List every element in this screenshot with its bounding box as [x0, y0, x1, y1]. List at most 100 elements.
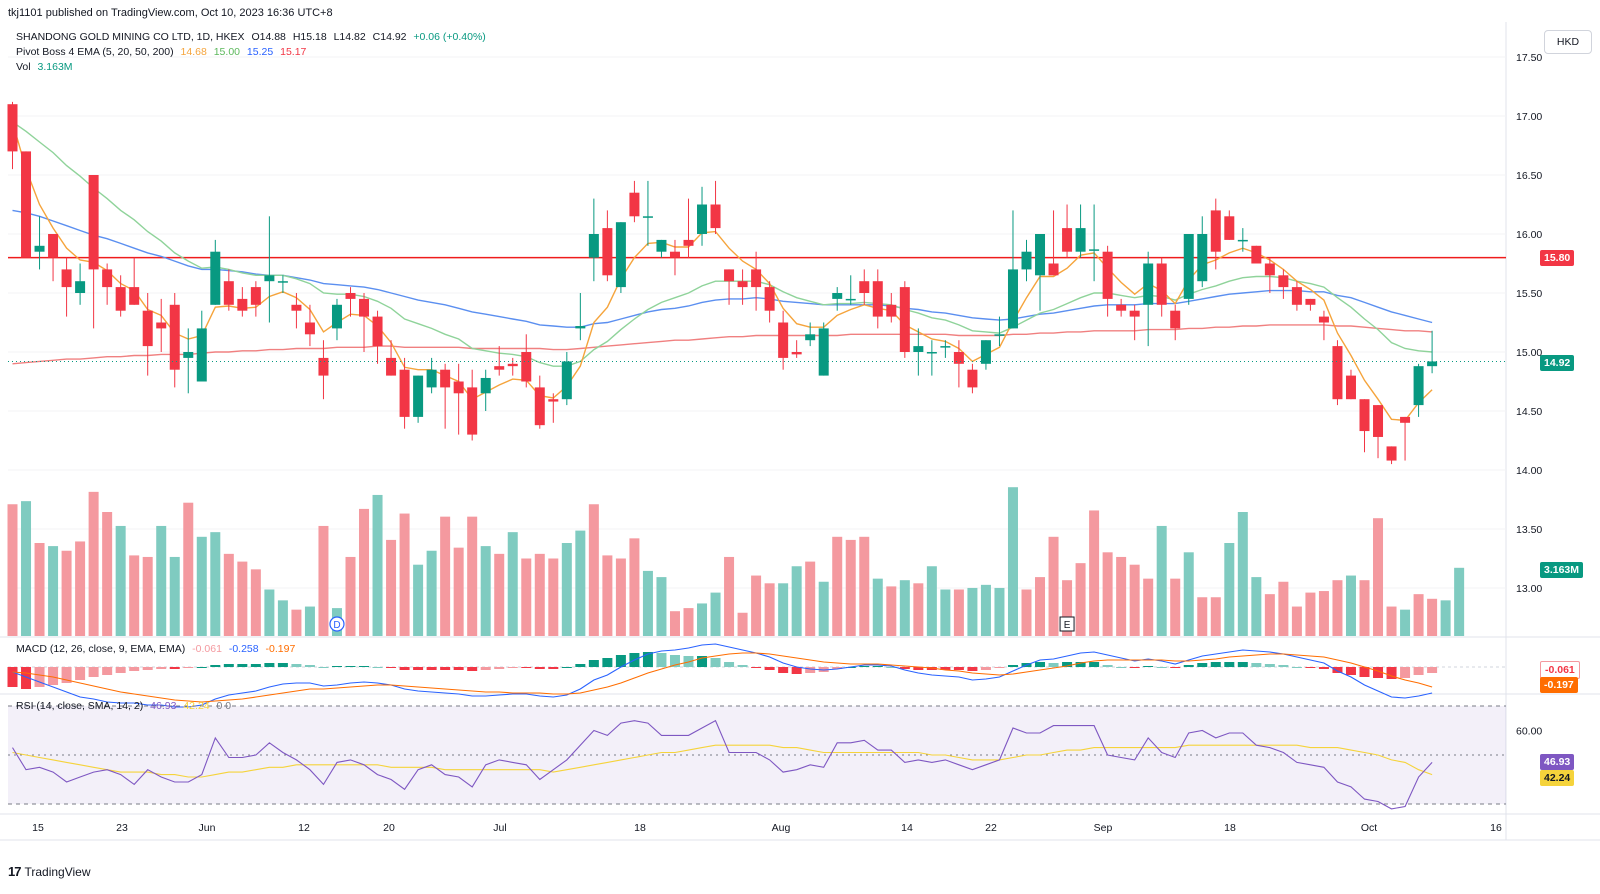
- volume-bar: [602, 555, 613, 636]
- vol-legend[interactable]: Vol 3.163M: [16, 61, 77, 74]
- resistance-price-text: 15.80: [1544, 252, 1571, 264]
- macd-histogram-bar: [548, 667, 559, 669]
- macd-hist-tag-text: -0.061: [1545, 664, 1575, 676]
- macd-histogram-bar: [859, 666, 870, 667]
- candle-body: [548, 399, 559, 402]
- time-tick-label: Sep: [1094, 822, 1113, 834]
- macd-legend[interactable]: MACD (12, 26, close, 9, EMA, EMA) -0.061…: [16, 643, 299, 656]
- candle-body: [264, 275, 275, 282]
- price-tick-label: 14.00: [1516, 465, 1542, 477]
- macd-histogram-bar: [1291, 667, 1302, 668]
- macd-label: MACD (12, 26, close, 9, EMA, EMA): [16, 643, 186, 655]
- volume-bar: [1197, 597, 1208, 636]
- candle-body: [142, 310, 153, 347]
- price-tick-label: 13.00: [1516, 583, 1542, 595]
- rsi-legend[interactable]: RSI (14, close, SMA, 14, 2) 46.93 42.24 …: [16, 700, 235, 713]
- volume-bar: [34, 543, 45, 636]
- symbol-legend[interactable]: SHANDONG GOLD MINING CO LTD, 1D, HKEX O1…: [16, 31, 490, 44]
- last-price-tag: 14.92: [1540, 355, 1575, 371]
- vol-label: Vol: [16, 61, 31, 73]
- time-tick-label: Oct: [1361, 822, 1377, 834]
- volume-bar: [453, 547, 464, 636]
- ohlc-close: C14.92: [372, 31, 407, 43]
- volume-bar: [629, 538, 640, 636]
- macd-histogram-bar: [602, 658, 613, 667]
- candle-body: [575, 326, 586, 329]
- candle-body: [88, 175, 99, 270]
- volume-tag: 3.163M: [1540, 562, 1584, 578]
- candle-body: [1075, 228, 1086, 252]
- candle-body: [359, 298, 370, 317]
- macd-histogram-bar: [196, 667, 207, 668]
- macd-histogram-bar: [1156, 667, 1167, 668]
- rsi-sma-tag: 42.24: [1540, 770, 1575, 786]
- volume-bar: [1278, 581, 1289, 636]
- macd-histogram-bar: [1129, 667, 1140, 668]
- candle-body: [426, 369, 437, 388]
- time-tick-label: 22: [985, 822, 997, 834]
- volume-bar: [264, 589, 275, 636]
- rsi-sma-line: [12, 744, 1433, 778]
- footer-brand[interactable]: 17 TradingView: [8, 864, 91, 879]
- macd-histogram-bar: [1035, 662, 1046, 667]
- macd-histogram-bar: [413, 667, 424, 670]
- volume-bar: [142, 556, 153, 636]
- macd-histogram-bar: [778, 667, 789, 673]
- volume-bar: [1305, 592, 1316, 636]
- volume-bar: [994, 587, 1005, 636]
- candle-body: [75, 281, 86, 293]
- candle-body: [629, 192, 640, 217]
- macd-histogram-bar: [710, 658, 721, 667]
- ema-legend[interactable]: Pivot Boss 4 EMA (5, 20, 50, 200) 14.68 …: [16, 46, 310, 59]
- candle-body: [1197, 234, 1208, 282]
- macd-histogram-bar: [34, 667, 45, 687]
- volume-bar: [196, 536, 207, 636]
- volume-bar: [1318, 591, 1329, 636]
- macd-histogram-bar: [1413, 667, 1424, 675]
- volume-bar: [1116, 556, 1127, 636]
- volume-bar: [1156, 525, 1167, 636]
- candle-body: [818, 328, 829, 376]
- macd-histogram-bar: [872, 666, 883, 667]
- candle-body: [1048, 263, 1059, 276]
- candle-body: [1021, 251, 1032, 270]
- volume-bar: [697, 603, 708, 636]
- macd-histogram-bar: [751, 667, 762, 668]
- macd-histogram-bar: [575, 664, 586, 667]
- volume-bar: [277, 600, 288, 636]
- rsi-label: RSI (14, close, SMA, 14, 2): [16, 700, 144, 712]
- time-tick-label: 18: [1224, 822, 1236, 834]
- volume-bar: [534, 553, 545, 636]
- candle-body: [467, 387, 478, 435]
- volume-bar: [156, 525, 167, 636]
- volume-bar: [1048, 536, 1059, 636]
- ema5-line: [11, 121, 1433, 422]
- candle-body: [223, 281, 234, 305]
- macd-histogram-bar: [7, 667, 18, 687]
- volume-bar: [926, 566, 937, 636]
- volume-bar: [115, 525, 126, 636]
- candle-body: [1183, 234, 1194, 299]
- rsi-line: [12, 719, 1433, 810]
- volume-bar: [967, 587, 978, 636]
- ema200-value: 15.17: [280, 46, 307, 58]
- macd-histogram-bar: [129, 667, 140, 671]
- ohlc-high: H15.18: [292, 31, 327, 43]
- candle-body: [507, 363, 518, 367]
- currency-button[interactable]: HKD: [1544, 30, 1592, 54]
- time-tick-label: 23: [116, 822, 128, 834]
- ema5-value: 14.68: [180, 46, 207, 58]
- volume-bar: [237, 561, 248, 636]
- candle-body: [1251, 245, 1262, 264]
- macd-histogram-bar: [386, 667, 397, 668]
- macd-histogram-bar: [88, 667, 99, 677]
- macd-histogram-bar: [656, 653, 667, 667]
- macd-histogram-bar: [1345, 667, 1356, 675]
- macd-histogram-bar: [737, 665, 748, 667]
- candle-body: [588, 234, 599, 258]
- candle-body: [210, 251, 221, 305]
- volume-bar: [913, 583, 924, 636]
- candle-body: [291, 304, 302, 311]
